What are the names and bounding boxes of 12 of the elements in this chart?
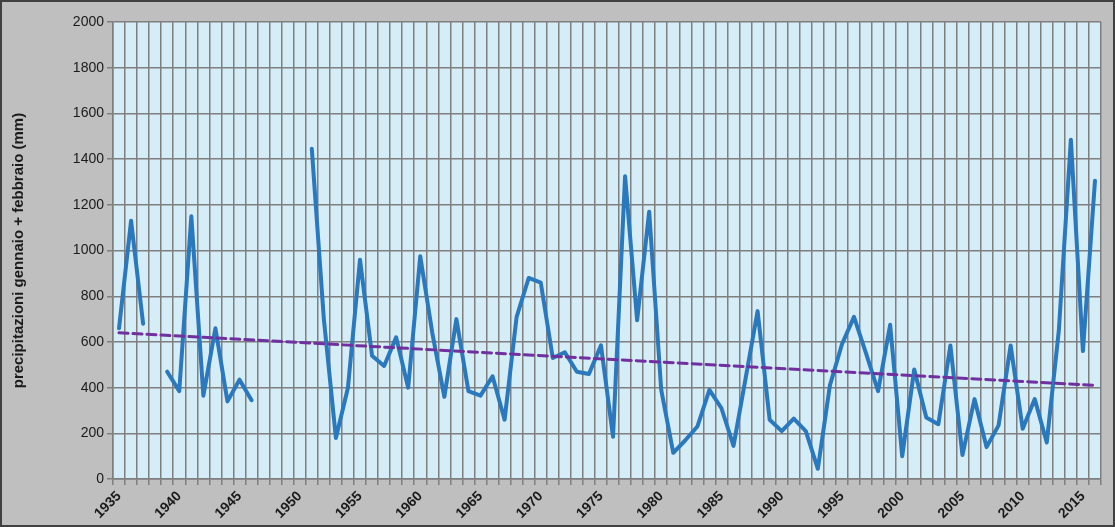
- y-axis-title: precipitazioni gennaio + febbraio (mm): [9, 112, 27, 389]
- y-tick-label: 1400: [72, 149, 105, 166]
- y-tick-label: 600: [80, 332, 105, 349]
- y-tick-label: 200: [80, 424, 105, 441]
- y-tick-label: 400: [80, 378, 105, 395]
- y-tick-label: 800: [80, 287, 105, 304]
- y-tick-label: 1800: [72, 58, 105, 75]
- y-tick-label: 0: [96, 469, 105, 486]
- y-tick-label: 1200: [72, 195, 105, 212]
- y-tick-label: 1600: [72, 104, 105, 121]
- y-tick-label: 1000: [72, 241, 105, 258]
- y-tick-label: 2000: [72, 12, 105, 29]
